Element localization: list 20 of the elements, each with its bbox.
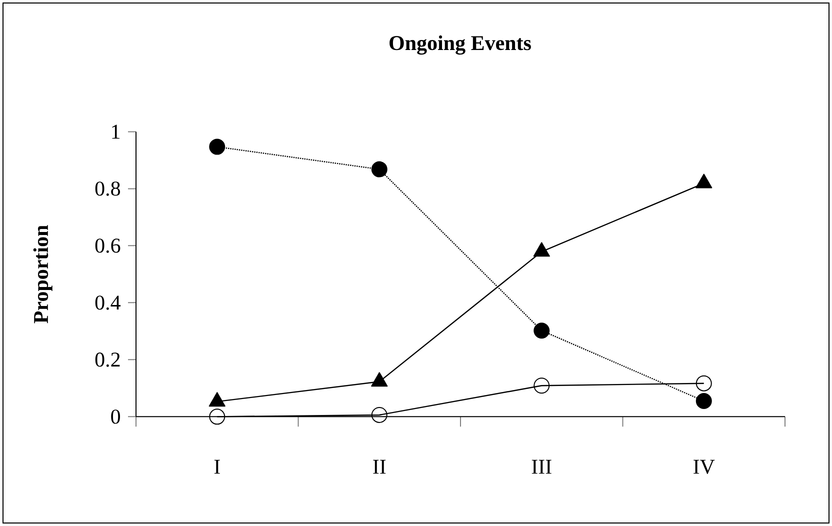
point [209, 138, 226, 155]
x-tick-label: II [373, 460, 386, 474]
point [209, 408, 226, 425]
chart-title: Ongoing Events [390, 35, 531, 55]
y-axis-title: Proportion [33, 225, 52, 324]
y-tick-label: 0.4 [95, 296, 120, 310]
y-tick-label: 0.6 [95, 238, 120, 253]
point [696, 375, 712, 392]
x-tick-label: I [214, 460, 220, 474]
point [371, 406, 388, 423]
point [696, 393, 712, 410]
y-tick-label: 0 [111, 410, 120, 424]
point [371, 161, 388, 178]
y-tick-label: 0.8 [95, 182, 120, 196]
point [534, 378, 550, 394]
x-tick-label: III [532, 460, 552, 474]
y-tick-label: 0.2 [95, 352, 120, 367]
point [534, 322, 550, 339]
y-tick-label: 1 [112, 124, 120, 139]
x-tick-label: IV [694, 460, 715, 474]
